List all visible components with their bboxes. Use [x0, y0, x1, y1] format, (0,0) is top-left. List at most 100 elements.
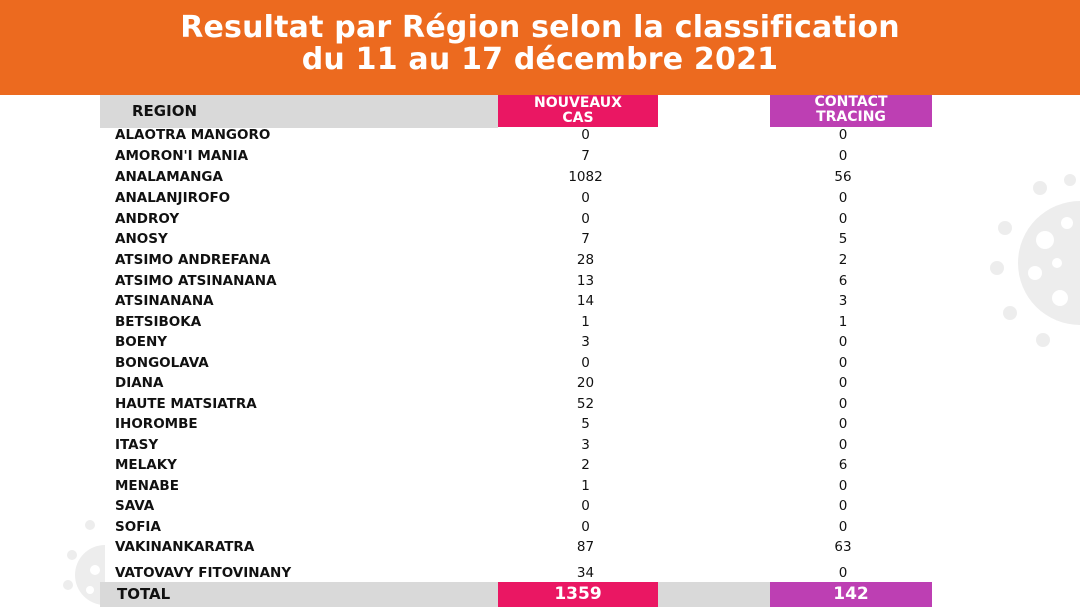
table-row: MENABE 1 0	[0, 478, 1080, 498]
contact-tracing-value: 1	[838, 314, 848, 330]
contact-tracing-header-line2: TRACING	[816, 109, 886, 125]
nouveaux-cas-value: 0	[581, 355, 590, 371]
table-row: VAKINANKARATRA 87 63	[0, 539, 1080, 559]
total-label: TOTAL	[117, 585, 171, 603]
table-row: AMORON'I MANIA 7 0	[0, 148, 1080, 168]
region-name: ANDROY	[115, 211, 180, 227]
contact-tracing-value: 5	[838, 231, 848, 247]
region-name: SOFIA	[115, 519, 161, 535]
nouveaux-cas-value: 1	[581, 478, 590, 494]
nouveaux-cas-column-header: NOUVEAUX CAS	[498, 95, 658, 127]
table-row: SAVA 0 0	[0, 498, 1080, 518]
table-row: BETSIBOKA 1 1	[0, 314, 1080, 334]
table-row: IHOROMBE 5 0	[0, 416, 1080, 436]
region-name: IHOROMBE	[115, 416, 198, 432]
nouveaux-cas-value: 52	[576, 396, 595, 412]
region-name: MELAKY	[115, 457, 177, 473]
nouveaux-cas-value: 13	[576, 273, 595, 289]
nouveaux-cas-value: 0	[581, 127, 590, 143]
nouveaux-cas-value: 7	[581, 148, 590, 164]
nouveaux-cas-value: 87	[576, 539, 595, 555]
contact-tracing-value: 0	[838, 396, 848, 412]
nouveaux-cas-value: 7	[581, 231, 590, 247]
nouveaux-cas-value: 1082	[568, 169, 603, 185]
region-name: ANALAMANGA	[115, 169, 223, 185]
nouveaux-cas-value: 14	[576, 293, 595, 309]
table-row: BONGOLAVA 0 0	[0, 355, 1080, 375]
page-subtitle: du 11 au 17 décembre 2021	[301, 42, 779, 77]
nouveaux-cas-value: 3	[581, 437, 590, 453]
contact-tracing-value: 0	[838, 437, 848, 453]
contact-tracing-value: 6	[838, 457, 848, 473]
region-name: VATOVAVY FITOVINANY	[115, 565, 292, 581]
contact-tracing-value: 0	[838, 498, 848, 514]
nouveaux-cas-value: 0	[581, 190, 590, 206]
region-name: BONGOLAVA	[115, 355, 209, 371]
table-row: SOFIA 0 0	[0, 519, 1080, 539]
contact-tracing-value: 0	[838, 127, 848, 143]
contact-tracing-value: 0	[838, 355, 848, 371]
page-title: Resultat par Région selon la classificat…	[180, 10, 900, 45]
contact-tracing-value: 0	[838, 334, 848, 350]
total-contact-tracing: 142	[770, 582, 932, 607]
contact-tracing-value: 0	[838, 148, 848, 164]
table-row: VATOVAVY FITOVINANY 34 0	[0, 565, 1080, 585]
table-row: ATSIMO ATSINANANA 13 6	[0, 273, 1080, 293]
region-name: BOENY	[115, 334, 168, 350]
region-name: VAKINANKARATRA	[115, 539, 255, 555]
contact-tracing-value: 6	[838, 273, 848, 289]
region-name: BETSIBOKA	[115, 314, 202, 330]
region-name: ITASY	[115, 437, 159, 453]
nouveaux-cas-value: 20	[576, 375, 595, 391]
contact-tracing-value: 56	[834, 169, 852, 185]
nouveaux-cas-value: 0	[581, 498, 590, 514]
nouveaux-cas-value: 1	[581, 314, 590, 330]
table-row: ANALAMANGA 1082 56	[0, 169, 1080, 189]
virus-icon	[990, 174, 1080, 347]
region-column-header: REGION	[100, 95, 498, 128]
region-name: ALAOTRA MANGORO	[115, 127, 271, 143]
nouveaux-cas-value: 0	[581, 211, 590, 227]
nouveaux-cas-value: 3	[581, 334, 590, 350]
table-row: ATSINANANA 14 3	[0, 293, 1080, 313]
contact-tracing-value: 0	[838, 211, 848, 227]
nouveaux-cas-value: 0	[581, 519, 590, 535]
contact-tracing-value: 0	[838, 375, 848, 391]
nouveaux-cas-value: 2	[581, 457, 590, 473]
region-name: ATSIMO ANDREFANA	[115, 252, 271, 268]
title-banner: Resultat par Région selon la classificat…	[0, 0, 1080, 95]
contact-tracing-value: 2	[838, 252, 848, 268]
region-name: ANOSY	[115, 231, 168, 247]
table-row: ANDROY 0 0	[0, 211, 1080, 231]
table-row: ALAOTRA MANGORO 0 0	[0, 127, 1080, 147]
table-row: ANOSY 7 5	[0, 231, 1080, 251]
contact-tracing-header-line1: CONTACT	[814, 94, 888, 110]
contact-tracing-value: 63	[834, 539, 852, 555]
contact-tracing-value: 0	[838, 416, 848, 432]
table-row: BOENY 3 0	[0, 334, 1080, 354]
contact-tracing-value: 0	[838, 519, 848, 535]
region-name: AMORON'I MANIA	[115, 148, 249, 164]
contact-tracing-value: 3	[838, 293, 848, 309]
nouveaux-cas-value: 28	[576, 252, 595, 268]
region-name: SAVA	[115, 498, 155, 514]
region-name: MENABE	[115, 478, 179, 494]
table-row: DIANA 20 0	[0, 375, 1080, 395]
region-name: HAUTE MATSIATRA	[115, 396, 257, 412]
region-header-label: REGION	[132, 102, 197, 120]
contact-tracing-column-header: CONTACT TRACING	[770, 95, 932, 127]
contact-tracing-value: 0	[838, 478, 848, 494]
table-row: HAUTE MATSIATRA 52 0	[0, 396, 1080, 416]
nouveaux-cas-value: 34	[576, 565, 595, 581]
nouveaux-cas-header-line2: CAS	[562, 110, 594, 126]
virus-icon	[63, 520, 105, 605]
table-row: ITASY 3 0	[0, 437, 1080, 457]
total-nouveaux-cas: 1359	[498, 582, 658, 607]
region-name: ATSINANANA	[115, 293, 214, 309]
contact-tracing-value: 0	[838, 190, 848, 206]
nouveaux-cas-header-line1: NOUVEAUX	[534, 95, 622, 111]
table-row: ATSIMO ANDREFANA 28 2	[0, 252, 1080, 272]
nouveaux-cas-value: 5	[581, 416, 590, 432]
table-row: ANALANJIROFO 0 0	[0, 190, 1080, 210]
contact-tracing-value: 0	[838, 565, 848, 581]
